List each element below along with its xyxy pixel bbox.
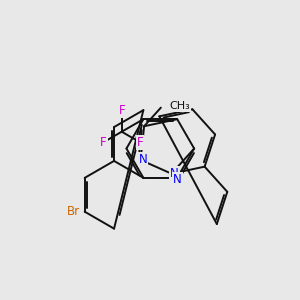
Text: N: N: [173, 173, 182, 186]
Text: F: F: [137, 136, 143, 149]
Text: CH₃: CH₃: [170, 101, 190, 111]
Text: F: F: [118, 104, 125, 117]
Text: N: N: [170, 167, 179, 180]
Text: N: N: [139, 153, 147, 167]
Text: F: F: [100, 136, 107, 149]
Text: Br: Br: [67, 205, 80, 218]
